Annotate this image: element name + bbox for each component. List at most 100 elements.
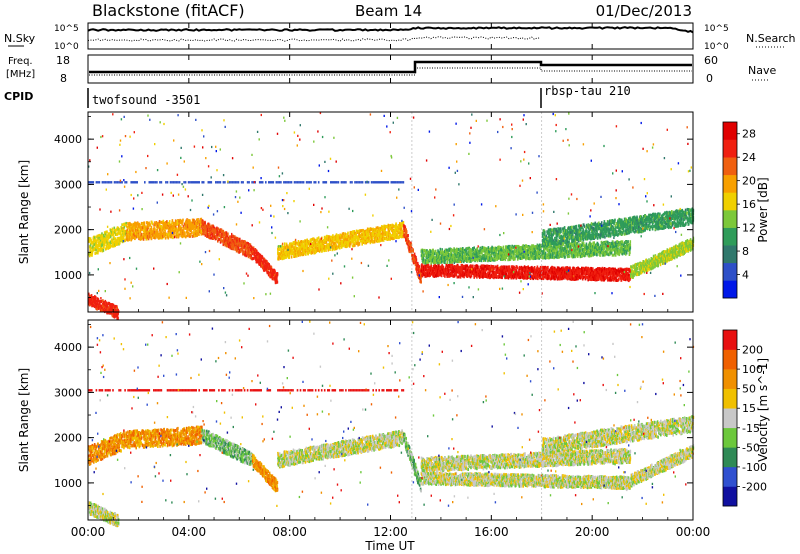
echo-cell (130, 229, 133, 233)
echo-cell (252, 247, 255, 251)
echo-cell (245, 246, 247, 250)
echo-cell (251, 257, 253, 261)
echo-cell (427, 263, 430, 267)
echo-cell (125, 229, 128, 233)
echo-cell (446, 274, 448, 278)
echo-cell (112, 314, 115, 318)
echo-cell (586, 275, 589, 279)
echo-cell (180, 231, 182, 235)
echo-cell (239, 244, 242, 248)
echo-cell (289, 249, 291, 253)
echo-cell (181, 231, 184, 235)
echo-cell (293, 255, 295, 258)
echo-cell (390, 234, 393, 238)
echo-cell (559, 272, 562, 276)
freq-panel: Freq. [MHz] 18 8 60 0 Nave (6, 54, 776, 85)
echo-cell (241, 245, 244, 249)
echo-cell (357, 236, 359, 240)
echo-cell (300, 251, 302, 255)
echo-cell (587, 274, 589, 278)
echo-cell (190, 226, 192, 230)
echo-cell (514, 270, 517, 274)
echo-cell (236, 239, 238, 243)
echo-cell (119, 240, 121, 244)
echo-cell (154, 228, 156, 232)
echo-cell (353, 230, 356, 233)
echo-cell (517, 275, 520, 279)
echo-cell (582, 275, 584, 279)
echo-cell (228, 236, 230, 240)
echo-cell (101, 299, 103, 303)
echo-cell (591, 271, 593, 275)
echo-cell (281, 257, 284, 261)
echo-cell (446, 272, 449, 276)
echo-cell (102, 248, 105, 252)
echo-cell (192, 226, 194, 230)
echo-cell (397, 224, 400, 227)
echo-cell (357, 243, 359, 247)
echo-cell (503, 269, 506, 273)
echo-cell (110, 241, 112, 245)
echo-cell (332, 240, 334, 244)
echo-cell (540, 266, 542, 270)
echo-cell (111, 303, 113, 307)
echo-cell (223, 239, 226, 243)
echo-cell (336, 240, 339, 244)
echo-cell (122, 228, 125, 232)
echo-cell (352, 238, 354, 242)
echo-cell (180, 219, 183, 223)
echo-cell (157, 230, 159, 234)
echo-cell (393, 228, 396, 232)
echo-cell (165, 223, 168, 227)
echo-cell (355, 242, 358, 246)
echo-cell (425, 265, 428, 268)
echo-cell (152, 232, 155, 236)
echo-cell (405, 233, 408, 237)
echo-cell (311, 248, 313, 251)
echo-cell (410, 245, 413, 248)
echo-cell (221, 239, 224, 243)
echo-cell (186, 218, 189, 222)
echo-cell (377, 226, 379, 230)
echo-cell (187, 227, 189, 231)
echo-cell (329, 248, 331, 251)
echo-cell (288, 244, 291, 248)
echo-cell (569, 277, 572, 281)
echo-cell (552, 270, 554, 274)
echo-cell (402, 230, 405, 234)
echo-cell (592, 275, 594, 279)
echo-cell (322, 239, 325, 243)
echo-cell (303, 243, 306, 247)
echo-cell (142, 233, 145, 237)
echo-cell (270, 275, 272, 279)
echo-cell (258, 252, 260, 256)
echo-cell (145, 230, 148, 234)
echo-cell (534, 271, 537, 275)
echo-cell (332, 234, 334, 238)
echo-cell (134, 226, 137, 230)
echo-cell (600, 268, 603, 272)
echo-cell (191, 221, 193, 225)
echo-cell (237, 241, 239, 245)
echo-cell (358, 229, 361, 233)
echo-cell (587, 276, 590, 280)
echo-cell (299, 250, 302, 254)
echo-cell (353, 238, 356, 242)
echo-cell (592, 267, 594, 271)
echo-cell (338, 235, 340, 239)
echo-cell (362, 239, 365, 242)
echo-cell (432, 270, 435, 274)
echo-cell (120, 226, 122, 229)
echo-cell (327, 248, 330, 252)
echo-cell (226, 238, 228, 242)
echo-cell (351, 244, 354, 248)
echo-cell (258, 256, 260, 259)
echo-cell (130, 231, 133, 235)
echo-cell (141, 225, 144, 229)
echo-cell (560, 274, 563, 278)
echo-cell (371, 227, 373, 231)
echo-cell (121, 229, 123, 233)
echo-cell (610, 276, 613, 280)
echo-cell (376, 233, 379, 237)
echo-cell (147, 225, 150, 229)
